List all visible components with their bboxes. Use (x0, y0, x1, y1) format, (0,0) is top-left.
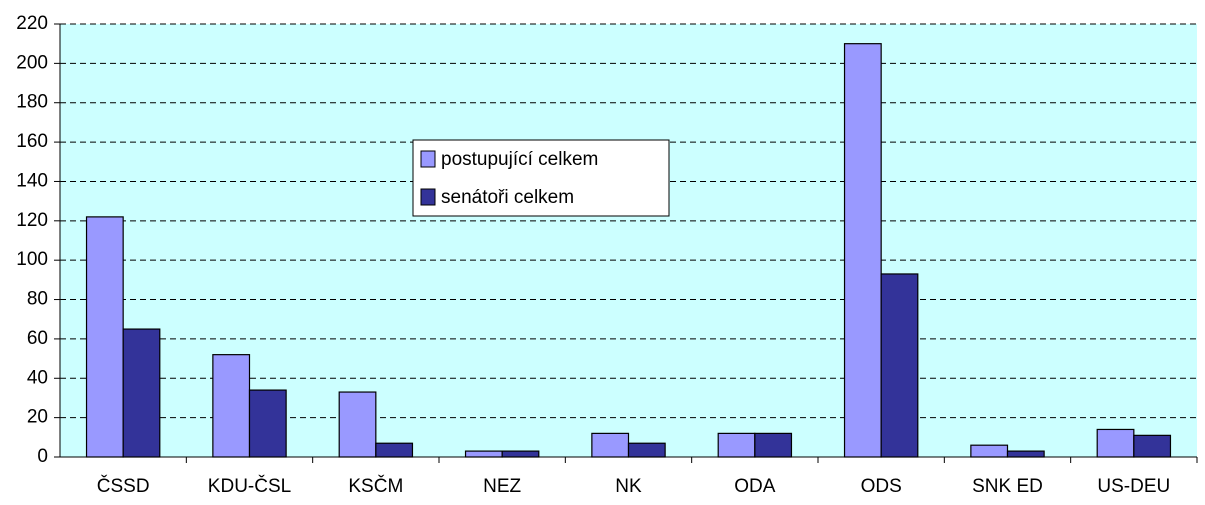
bar (1006, 450, 1045, 458)
bar (338, 391, 377, 458)
x-tick-label: ODS (861, 476, 902, 497)
bar (501, 450, 540, 458)
bar (375, 442, 414, 458)
y-tick-label: 220 (16, 13, 48, 34)
x-tick-label: KDU-ČSL (208, 475, 291, 497)
legend-swatch (420, 150, 436, 168)
legend (412, 139, 670, 217)
bar (843, 43, 882, 458)
bar (754, 432, 793, 458)
bar (122, 328, 161, 458)
y-tick-label: 100 (16, 249, 48, 270)
y-tick-label: 40 (27, 367, 48, 388)
y-tick-label: 0 (37, 446, 48, 467)
x-tick-label: KSČM (348, 475, 403, 497)
y-tick-label: 200 (16, 52, 48, 73)
bar (717, 432, 756, 458)
bar (970, 444, 1009, 458)
x-tick-label: US-DEU (1097, 476, 1170, 497)
x-tick-label: SNK ED (972, 476, 1043, 497)
legend-label: postupující celkem (441, 149, 598, 170)
legend-label: senátoři celkem (441, 187, 574, 208)
x-tick-label: ČSSD (97, 475, 150, 497)
x-tick-label: NK (615, 476, 642, 497)
bar (1096, 428, 1135, 458)
y-tick-label: 60 (27, 328, 48, 349)
x-tick-label: ODA (734, 476, 776, 497)
x-tick-label: NEZ (483, 476, 521, 497)
bar (85, 216, 124, 458)
bar (212, 354, 251, 458)
bar (1133, 434, 1172, 458)
y-tick-label: 140 (16, 170, 48, 191)
y-tick-label: 80 (27, 289, 48, 310)
legend-swatch (420, 188, 436, 206)
bar (627, 442, 666, 458)
bar (248, 389, 287, 458)
y-tick-label: 160 (16, 131, 48, 152)
bar (880, 273, 919, 458)
y-tick-label: 20 (27, 407, 48, 428)
bar (464, 450, 503, 458)
bar (591, 432, 630, 458)
y-tick-label: 120 (16, 210, 48, 231)
y-tick-label: 180 (16, 92, 48, 113)
